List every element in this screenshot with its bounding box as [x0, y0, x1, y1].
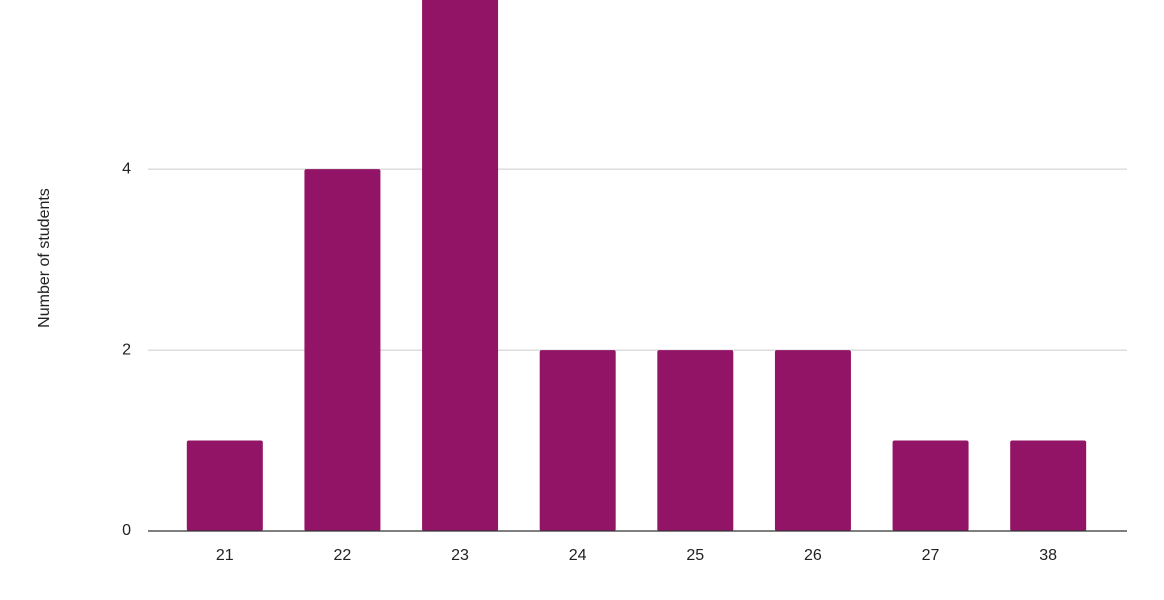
x-tick-label: 27 [922, 547, 940, 564]
bar [1010, 440, 1087, 531]
bar [304, 169, 381, 531]
y-tick-label: 2 [122, 341, 131, 358]
x-tick-label: 22 [334, 547, 352, 564]
bar [892, 440, 969, 531]
x-tick-label: 21 [216, 547, 234, 564]
x-tick-label: 23 [451, 547, 469, 564]
x-tick-label: 24 [569, 547, 587, 564]
bar [657, 350, 734, 531]
bar [539, 350, 616, 531]
x-tick-label: 26 [804, 547, 822, 564]
x-tick-label: 38 [1039, 547, 1057, 564]
bar [422, 0, 499, 531]
y-tick-label: 4 [122, 160, 131, 177]
x-tick-label: 25 [686, 547, 704, 564]
bar [774, 350, 851, 531]
bar [186, 440, 263, 531]
y-axis-title: Number of students [36, 188, 53, 328]
y-tick-label: 0 [122, 522, 131, 539]
